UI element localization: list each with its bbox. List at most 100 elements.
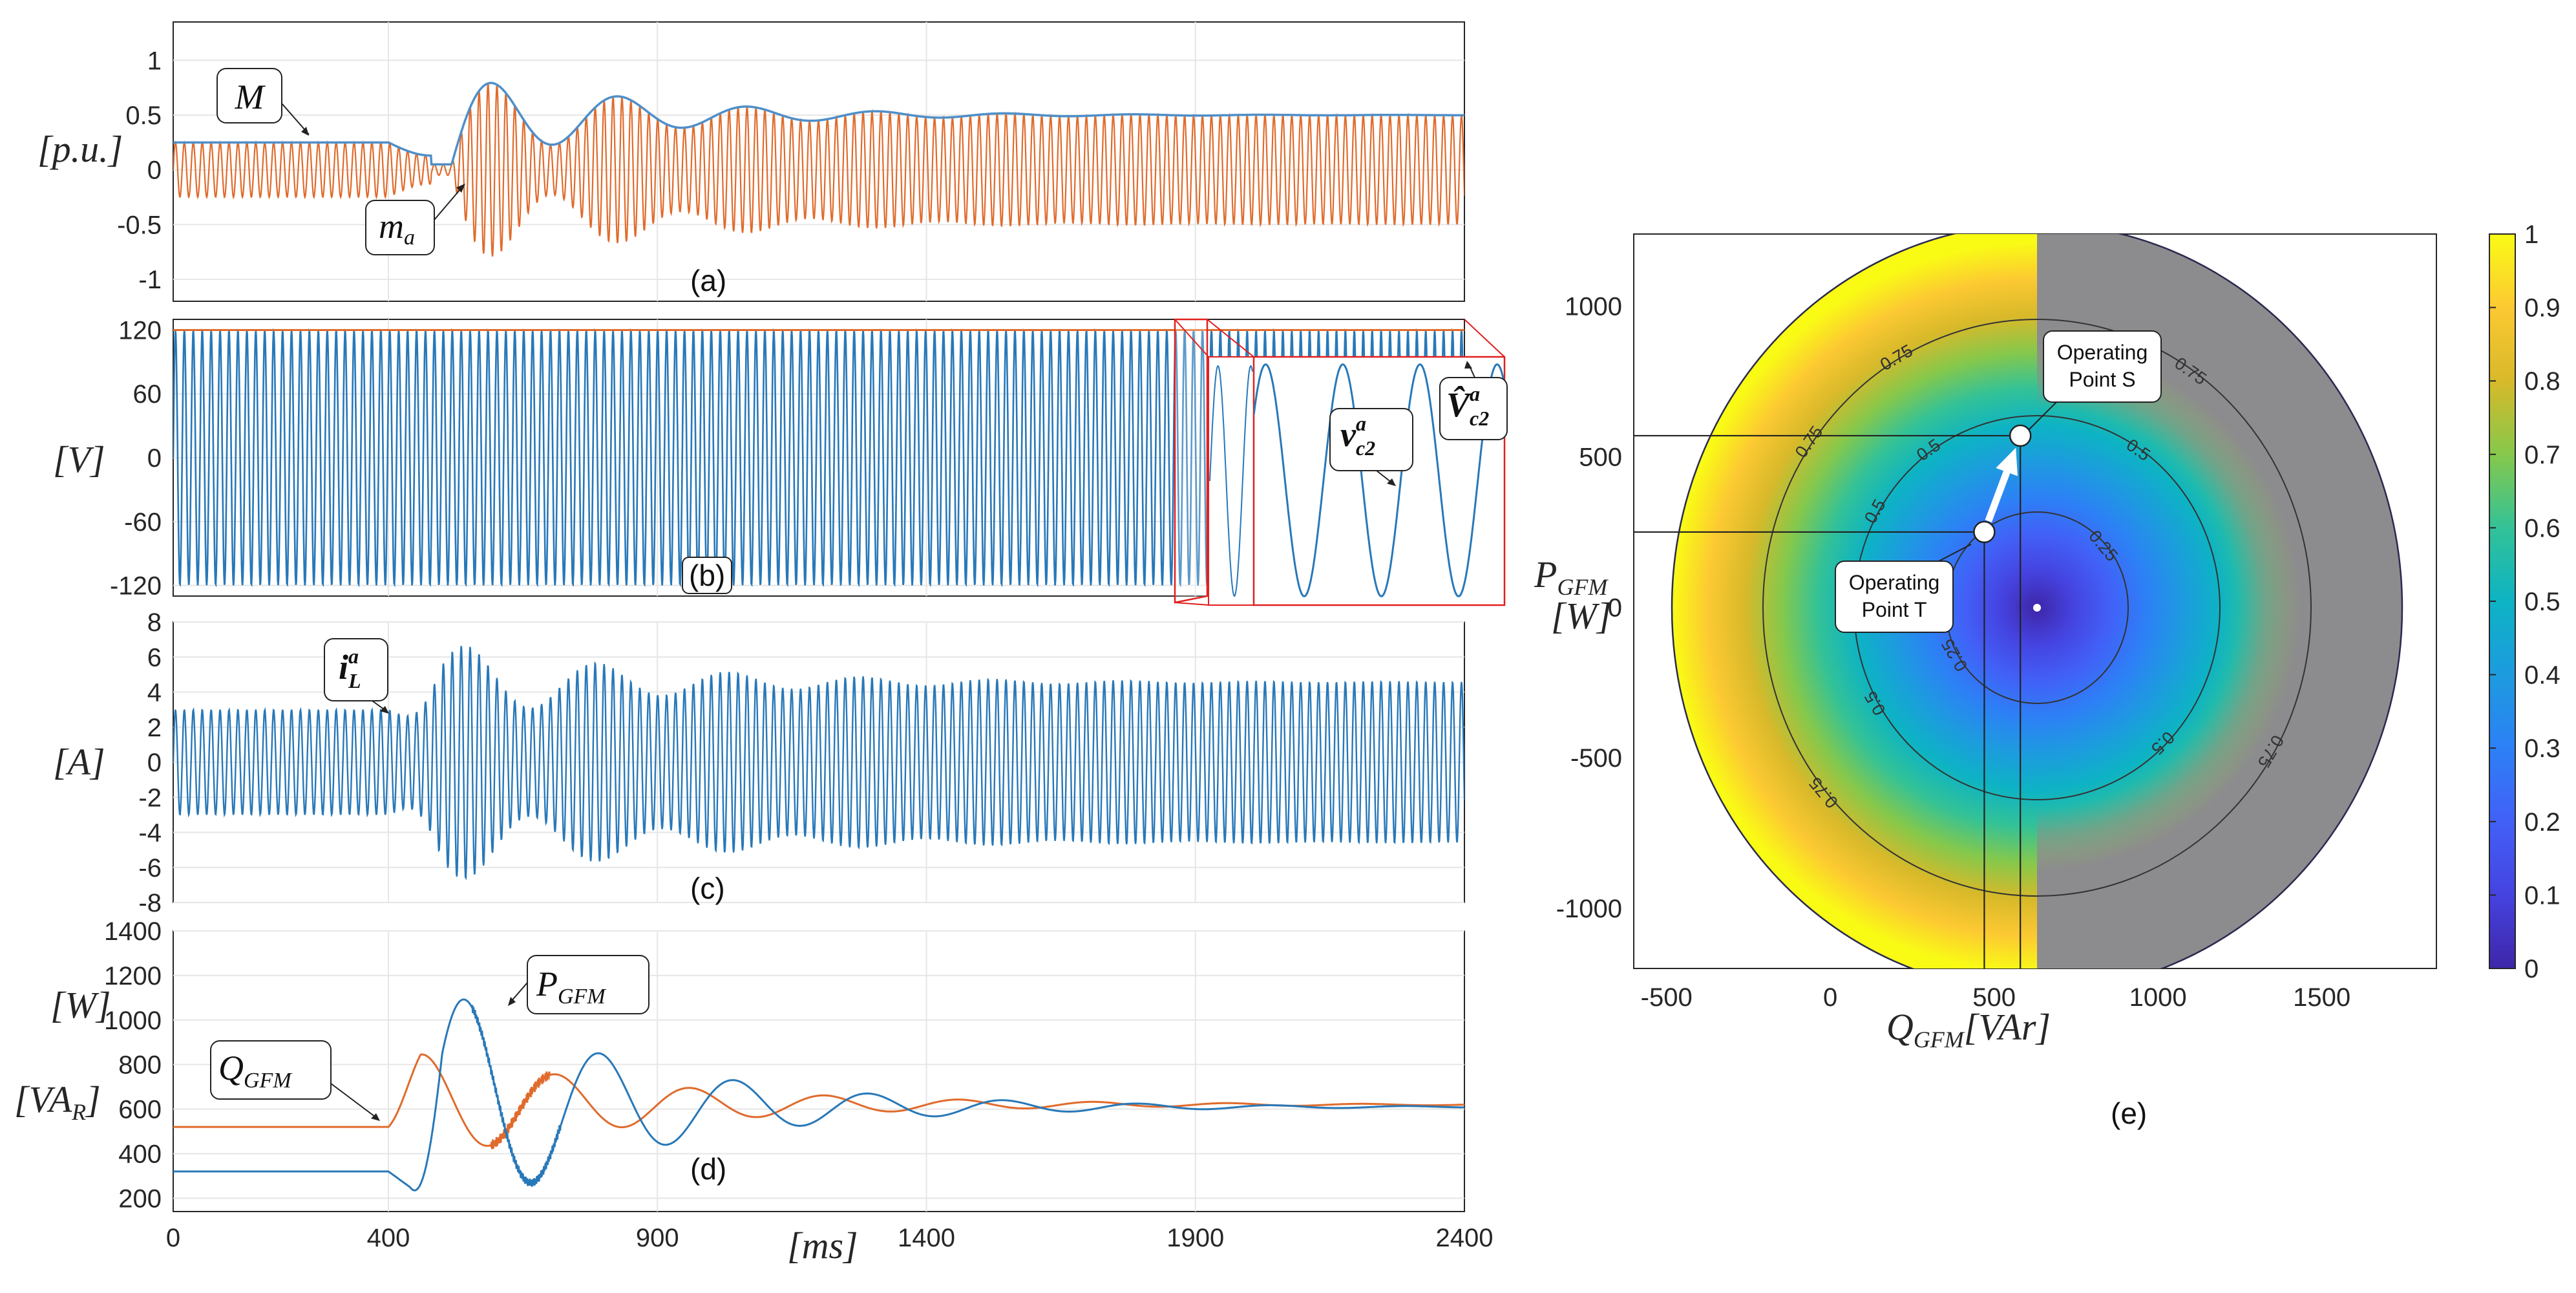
callout-operating-point-t: Operating Point T: [1835, 544, 1972, 633]
ytick-c-2: 4: [147, 679, 162, 707]
ytick-e-1: 500: [1579, 443, 1622, 472]
capability-boundary: [1671, 234, 2403, 968]
ytick-c-0: 8: [147, 608, 162, 637]
annotation-P-text: P: [536, 965, 558, 1003]
annotation-m-text: m: [379, 207, 404, 246]
ytick-e-4: -1000: [1556, 895, 1622, 923]
panel-e-ylabel-unit: [W]: [1551, 595, 1611, 637]
transition-arrow: [1985, 462, 2014, 522]
colorbar-tick-1: 0.9: [2524, 294, 2560, 323]
ytick-c-8: -8: [138, 889, 162, 917]
transition-arrowhead: [1996, 447, 2018, 476]
panel-d-ylabel-va-close: ]: [85, 1078, 101, 1120]
panel-c-label: (c): [690, 871, 725, 905]
callout-s-line1: Operating: [2057, 341, 2148, 364]
panel-c-yticks: 8 6 4 2 0 -2 -4 -6 -8: [138, 608, 162, 917]
zoom-series-v-small: [1209, 365, 1253, 597]
panel-d-frame: [173, 930, 1465, 1212]
xtick-e-1: 0: [1823, 983, 1837, 1012]
ytick-c-6: -4: [138, 819, 162, 848]
svg-text:[VAR]: [VAR]: [14, 1078, 101, 1125]
panel-c-ylabel: [A]: [53, 741, 105, 783]
ytick-a-2: 0: [147, 156, 162, 185]
xtick-d-4: 1900: [1167, 1224, 1224, 1252]
panel-b-ylabel: [V]: [53, 438, 105, 480]
colorbar-tick-5: 0.5: [2524, 588, 2560, 616]
panel-e: 0.250.250.50.50.50.50.50.750.750.750.750…: [1534, 220, 2560, 1130]
xtick-d-0: 0: [166, 1224, 180, 1252]
operating-point-t-marker: [1973, 520, 1996, 544]
panel-d-yticks: 1400 1200 1000 800 600 400 200: [104, 917, 162, 1213]
xtick-d-5: 2400: [1436, 1224, 1494, 1252]
zoom-inset: [1174, 318, 1506, 606]
annotation-V-sub: c2: [1470, 407, 1489, 430]
panel-e-ylabel-sub: GFM: [1557, 574, 1609, 600]
zoom-series-v: [1254, 363, 1504, 597]
panel-d-ylabel-w: [W]: [50, 984, 111, 1026]
ytick-e-3: -500: [1570, 744, 1622, 773]
xtick-e-3: 1000: [2129, 983, 2187, 1012]
ytick-d-2: 1000: [104, 1007, 162, 1035]
panel-e-xlabel-sub: GFM: [1914, 1027, 1965, 1053]
annotation-m-a: ma: [365, 184, 465, 255]
panel-e-yticks: 1000 500 0 -500 -1000: [1556, 293, 1622, 923]
annotation-V-text: V̂: [1446, 385, 1472, 424]
callout-s-line2: Point S: [2069, 368, 2135, 391]
panel-e-xlabel-sym: Q: [1886, 1006, 1914, 1048]
panel-d-label: (d): [690, 1152, 726, 1186]
ytick-b-3: -60: [124, 508, 162, 537]
annotation-v-sup: a: [1356, 412, 1366, 435]
ytick-c-4: 0: [147, 749, 162, 777]
xtick-d-3: 1400: [898, 1224, 955, 1252]
annotation-V-hat: V̂a c2: [1439, 361, 1508, 440]
callout-t-line2: Point T: [1862, 598, 1927, 621]
svg-text:QGFM[VAr]: QGFM[VAr]: [1886, 1006, 2051, 1053]
ytick-a-0: 1: [147, 47, 162, 75]
panel-d-grid: [173, 930, 1464, 1212]
colorbar-tick-7: 0.3: [2524, 734, 2560, 763]
panel-d: 1400 1200 1000 800 600 400 200 0 400 900 1400 1900…: [14, 917, 1493, 1266]
annotation-Q-sub: GFM: [244, 1069, 292, 1093]
panel-d-xlabel: [ms]: [787, 1224, 858, 1266]
xtick-d-1: 400: [367, 1224, 410, 1252]
annotation-i-sub: L: [348, 669, 361, 692]
ytick-e-0: 1000: [1565, 293, 1622, 321]
ytick-c-5: -2: [138, 784, 162, 812]
ytick-d-4: 600: [118, 1096, 162, 1124]
annotation-i-text: i: [339, 648, 348, 687]
ytick-e-2: 0: [1608, 593, 1622, 622]
panel-c: 8 6 4 2 0 -2 -4 -6 -8 [A] (c) ia L: [53, 608, 1465, 917]
annotation-m-sub: a: [404, 226, 415, 250]
colorbar-tick-9: 0.1: [2524, 881, 2560, 910]
ytick-b-4: -120: [110, 572, 162, 601]
panel-b-label-box: (b): [682, 557, 732, 594]
series-i-L-a: [173, 646, 1464, 881]
xtick-d-2: 900: [636, 1224, 679, 1252]
annotation-P-sub: GFM: [558, 985, 606, 1009]
svg-text:QGFM: QGFM: [218, 1049, 292, 1093]
operating-point-s-marker: [2009, 424, 2032, 447]
ytick-a-4: -1: [138, 266, 162, 294]
ytick-d-3: 800: [118, 1051, 162, 1080]
panel-b-yticks: 120 60 0 -60 -120: [110, 316, 162, 600]
ytick-c-7: -6: [138, 854, 162, 882]
panel-e-label: (e): [2111, 1096, 2147, 1130]
annotation-P-GFM: PGFM: [508, 955, 649, 1014]
svg-text:PGFM: PGFM: [536, 965, 606, 1009]
ytick-b-2: 0: [147, 444, 162, 473]
svg-text:iaL: ia L: [339, 645, 361, 692]
panel-e-ylabel-sym: P: [1534, 553, 1557, 595]
callout-t-line1: Operating: [1849, 571, 1940, 594]
zoom-source-box: [1174, 318, 1209, 604]
ytick-d-6: 200: [118, 1184, 162, 1213]
annotation-V-sup: a: [1470, 382, 1480, 405]
ytick-d-0: 1400: [104, 917, 162, 946]
ytick-d-1: 1200: [104, 962, 162, 990]
panel-d-ylabel-va: [VA: [14, 1078, 72, 1120]
annotation-v-text: v: [1340, 415, 1357, 454]
annotation-Q-text: Q: [218, 1049, 244, 1087]
annotation-v-c2: va c2: [1329, 408, 1413, 486]
